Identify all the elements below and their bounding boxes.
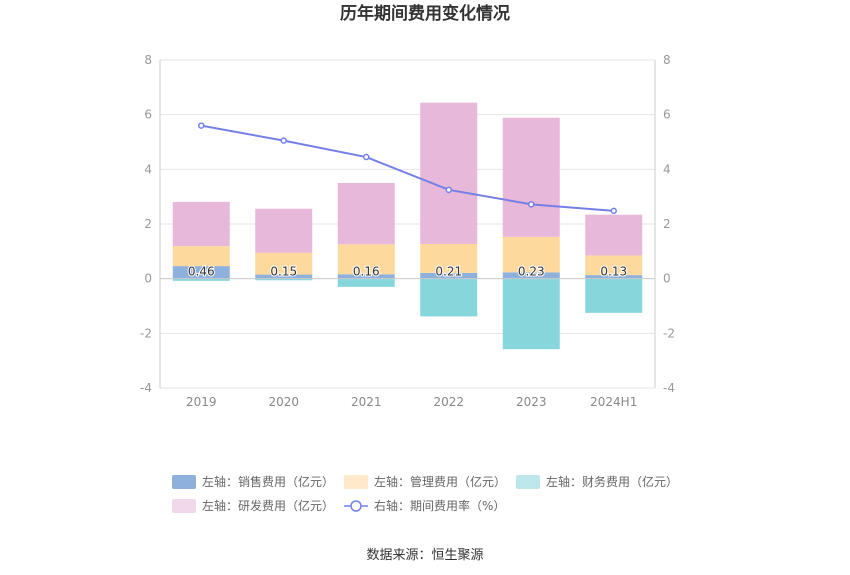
bar-segment [585, 255, 643, 276]
chart-title: 历年期间费用变化情况 [340, 3, 510, 24]
legend-swatch [344, 475, 368, 489]
rate-line [198, 122, 617, 215]
data-labels: 0.46 0.15 0.16 0.21 0.23 0.13 [187, 264, 628, 280]
data-source: 数据来源：恒生聚源 [366, 548, 483, 563]
bar-segment [502, 272, 560, 279]
left-axis-tick-label: 4 [144, 162, 152, 176]
grid-lines [160, 59, 655, 389]
x-axis-tick-label: 2020 [268, 395, 299, 409]
rate-point [363, 153, 370, 161]
right-axis-tick-label: 6 [663, 108, 671, 122]
rate-point [280, 137, 287, 144]
bar-segment [502, 278, 560, 350]
legend-label: 左轴：研发费用（亿元） [202, 498, 334, 513]
bar-segment [585, 214, 643, 256]
legend-label: 左轴：财务费用（亿元） [546, 474, 678, 489]
bar-segment [255, 208, 313, 253]
x-axis-tick-label: 2021 [351, 395, 382, 409]
legend-label: 左轴：管理费用（亿元） [374, 474, 506, 489]
right-axis-tick-label: 4 [663, 162, 671, 176]
legend-swatch [172, 475, 196, 489]
legend-line-marker [350, 500, 362, 512]
x-axis-tick-label: 2019 [186, 395, 217, 409]
bar-segment [172, 278, 230, 281]
rate-point [528, 201, 535, 208]
left-axis-tick-label: 8 [144, 53, 152, 67]
sales-data-label: 0.13 [600, 265, 627, 279]
bar-segment [585, 275, 643, 279]
axes: -4 -2 0 2 4 6 8 -4 -2 0 2 4 6 8 2019 2020 2021 2022 2023 20… [140, 53, 675, 409]
left-axis-tick-label: -4 [140, 381, 152, 395]
left-axis-tick-label: 2 [144, 217, 152, 231]
bar-segment [502, 236, 560, 273]
x-axis-tick-label: 2022 [433, 395, 464, 409]
rate-point [445, 186, 452, 194]
bar-segment [255, 278, 313, 281]
right-axis-tick-label: -2 [663, 326, 675, 340]
bar-segment [172, 266, 230, 279]
x-axis-tick-label: 2024H1 [590, 395, 637, 409]
left-axis-tick-label: 0 [144, 272, 152, 286]
right-axis-tick-label: 0 [663, 272, 671, 286]
bar-segment [420, 278, 478, 317]
sales-data-label: 0.21 [435, 265, 462, 279]
sales-data-label: 0.16 [353, 265, 380, 279]
legend: 左轴：销售费用（亿元） 左轴：管理费用（亿元） 左轴：财务费用（亿元） 左轴：研发费用… [172, 474, 678, 513]
right-axis-tick-label: -4 [663, 381, 675, 395]
bar-segment [420, 102, 478, 244]
bar-segment [172, 246, 230, 267]
right-axis-tick-label: 2 [663, 217, 671, 231]
sales-data-label: 0.23 [518, 265, 545, 279]
sales-data-label: 0.15 [270, 265, 297, 279]
x-axis-tick-label: 2023 [516, 395, 547, 409]
bar-segment [337, 278, 395, 287]
bar-segment [337, 274, 395, 279]
rate-point [198, 122, 205, 129]
sales-data-label: 0.46 [188, 265, 215, 279]
bar-segment [420, 272, 478, 279]
rate-line-path [201, 124, 614, 212]
left-axis-tick-label: -2 [140, 326, 152, 340]
bar-segment [337, 183, 395, 245]
legend-label: 右轴：期间费用率（%） [374, 498, 505, 513]
bar-segment [255, 252, 313, 275]
bar-segment [420, 243, 478, 273]
bar-segment [502, 117, 560, 237]
legend-swatch [516, 475, 540, 489]
bar-segment [172, 201, 230, 247]
rate-point [610, 207, 617, 215]
bar-segment [255, 274, 313, 279]
legend-swatch [172, 499, 196, 513]
bar-segment [585, 278, 643, 313]
left-axis-tick-label: 6 [144, 108, 152, 122]
bar-segment [337, 244, 395, 275]
bars [172, 102, 643, 350]
right-axis-tick-label: 8 [663, 53, 671, 67]
legend-label: 左轴：销售费用（亿元） [202, 474, 334, 489]
